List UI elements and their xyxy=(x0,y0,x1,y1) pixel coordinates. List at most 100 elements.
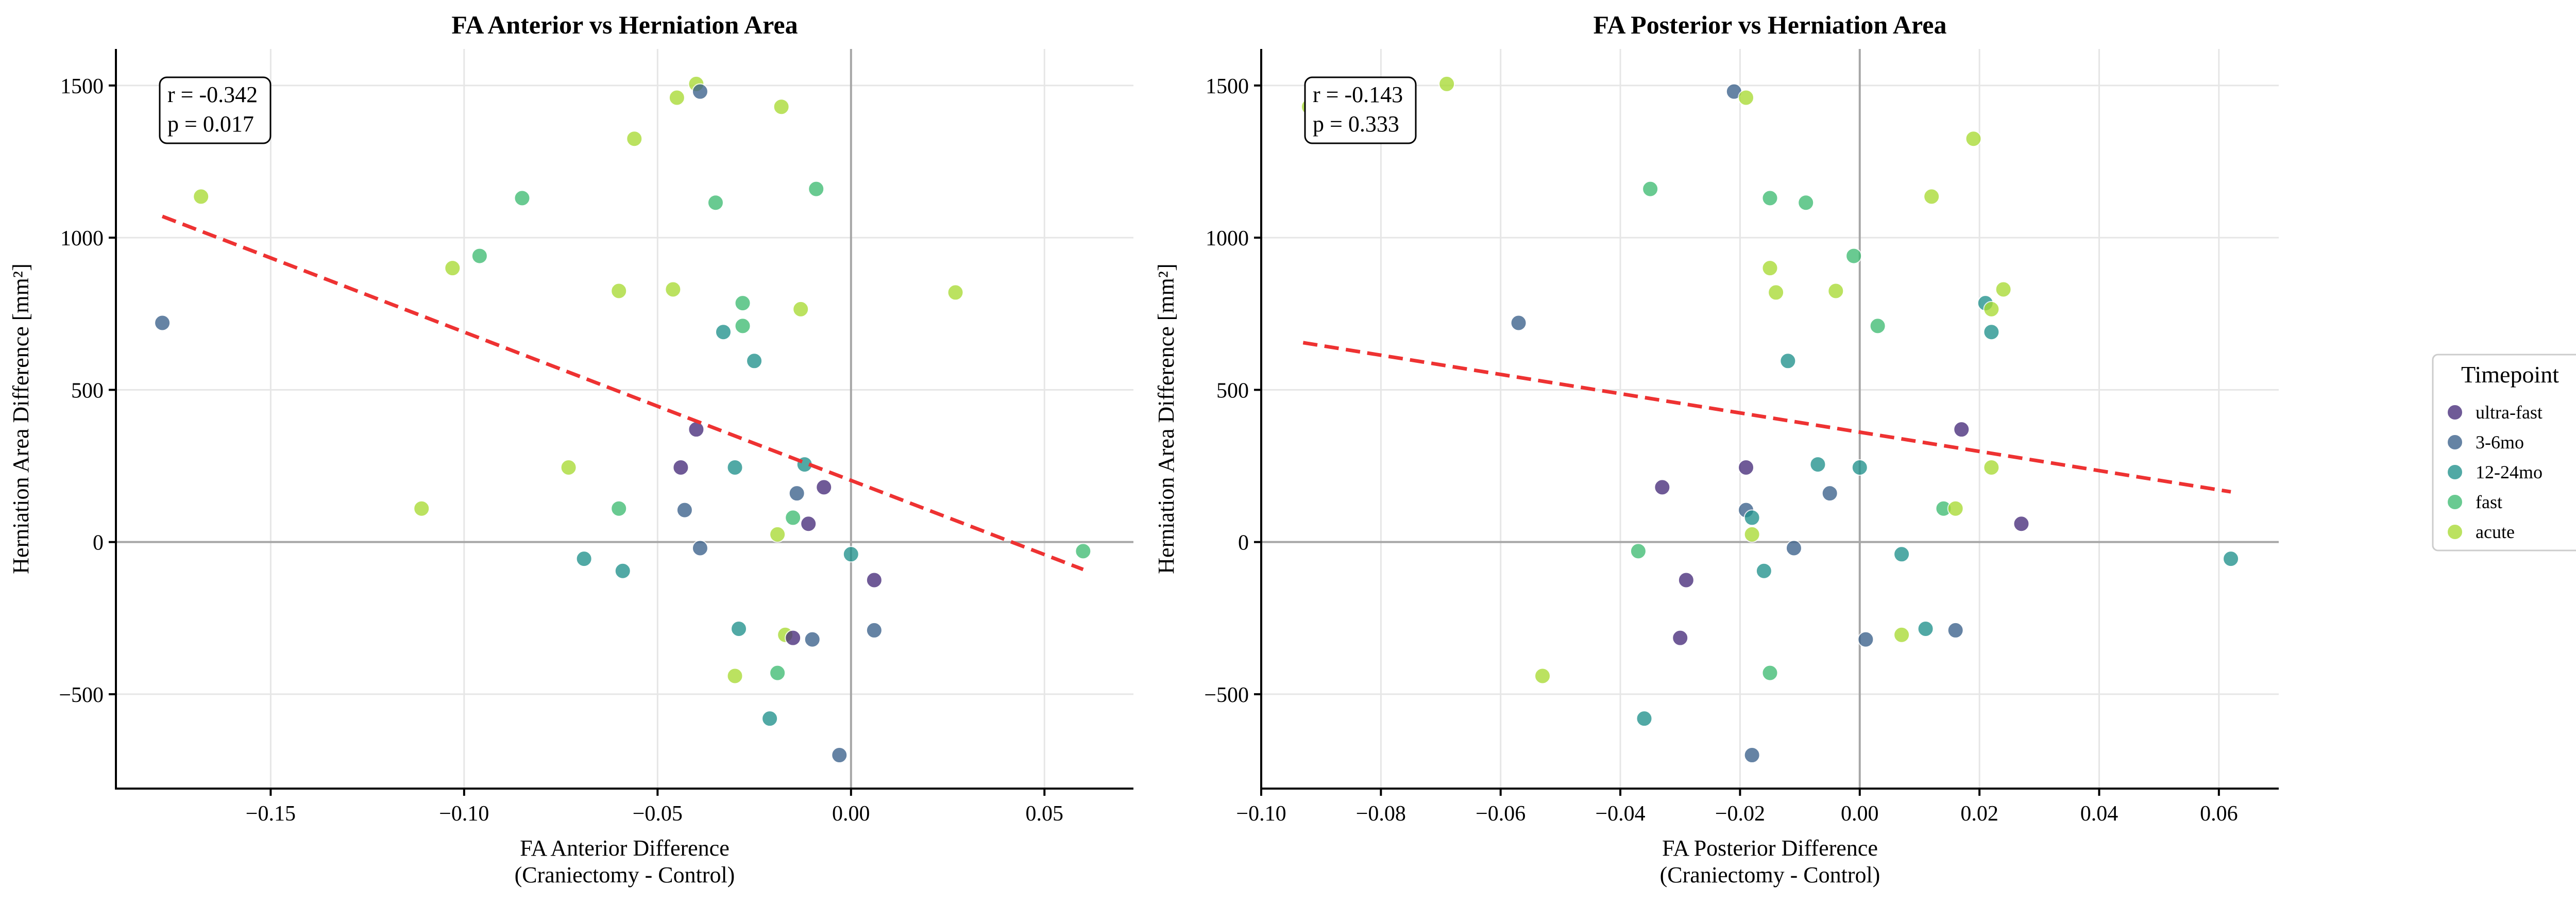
scatter-point-12-24mo xyxy=(1851,459,1868,476)
scatter-point-12-24mo xyxy=(575,550,592,567)
scatter-point-acute xyxy=(1438,75,1455,92)
scatter-point-ultra-fast xyxy=(1738,459,1755,476)
legend-frame xyxy=(2432,354,2576,551)
scatter-point-acute xyxy=(1947,500,1964,517)
x-tick-label: 0.04 xyxy=(2080,802,2119,826)
scatter-point-12-24mo xyxy=(731,620,748,637)
legend-marker-12-24mo xyxy=(2447,464,2463,480)
x-tick-label: −0.02 xyxy=(1715,802,1765,826)
scatter-point-ultra-fast xyxy=(1677,572,1694,589)
legend-marker-fast xyxy=(2447,494,2463,510)
scatter-point-fast xyxy=(1075,543,1092,560)
scatter-point-acute xyxy=(665,281,682,298)
scatter-point-3-6mo xyxy=(691,540,708,557)
x-axis-label-subtitle: (Craniectomy - Control) xyxy=(515,862,735,888)
x-axis-label: FA Anterior Difference xyxy=(520,835,729,861)
scatter-point-12-24mo xyxy=(1809,456,1826,473)
scatter-point-fast xyxy=(707,194,724,211)
scatter-point-ultra-fast xyxy=(1953,421,1970,438)
y-tick-label: 1500 xyxy=(1206,75,1249,98)
scatter-point-acute xyxy=(1761,260,1778,277)
x-tick-label: −0.05 xyxy=(633,802,683,826)
scatter-point-3-6mo xyxy=(1857,631,1874,648)
scatter-point-ultra-fast xyxy=(866,572,883,589)
scatter-point-fast xyxy=(734,295,751,312)
legend-label-3-6mo: 3-6mo xyxy=(2476,432,2524,453)
scatter-point-fast xyxy=(611,500,628,517)
trend-line xyxy=(161,214,1084,572)
y-tick-label: −500 xyxy=(1204,683,1249,707)
scatter-point-fast xyxy=(1630,543,1647,560)
scatter-point-fast xyxy=(808,180,825,197)
scatter-point-3-6mo xyxy=(1743,747,1760,764)
x-axis-label: FA Posterior Difference xyxy=(1662,835,1878,861)
scatter-point-acute xyxy=(1738,89,1755,106)
scatter-point-fast xyxy=(1869,317,1886,335)
stats-box: r = -0.143 p = 0.333 xyxy=(1304,76,1417,144)
legend-label-ultra-fast: ultra-fast xyxy=(2476,402,2543,423)
scatter-point-12-24mo xyxy=(2223,550,2240,567)
scatter-point-12-24mo xyxy=(842,546,859,563)
scatter-point-12-24mo xyxy=(746,353,763,370)
scatter-point-12-24mo xyxy=(1755,562,1772,579)
scatter-point-3-6mo xyxy=(1821,485,1838,502)
scatter-point-acute xyxy=(1768,284,1785,301)
scatter-point-ultra-fast xyxy=(2013,515,2030,532)
legend-label-fast: fast xyxy=(2476,492,2502,512)
trend-line xyxy=(1302,341,2231,494)
scatter-point-3-6mo xyxy=(676,501,693,519)
scatter-point-acute xyxy=(1923,188,1940,205)
scatter-point-fast xyxy=(1642,180,1659,197)
scatter-point-fast xyxy=(734,317,751,335)
x-axis-label-subtitle: (Craniectomy - Control) xyxy=(1660,862,1880,888)
scatter-point-acute xyxy=(560,459,577,476)
stats-p-value: p = 0.017 xyxy=(167,111,254,137)
scatter-point-3-6mo xyxy=(154,314,171,331)
scatter-points xyxy=(154,75,1092,764)
legend: Timepoint ultra-fast 3-6mo 12-24mo fast acut… xyxy=(2432,354,2576,551)
scatter-point-acute xyxy=(726,667,743,684)
zero-lines xyxy=(1261,49,2279,789)
x-tick-label: 0.02 xyxy=(1960,802,1998,826)
trend-line-group xyxy=(161,214,1084,572)
scatter-point-fast xyxy=(769,664,786,681)
scatter-point-12-24mo xyxy=(1636,710,1653,727)
trend-line-group xyxy=(1302,341,2231,494)
scatter-point-3-6mo xyxy=(804,631,821,648)
legend-marker-acute xyxy=(2447,524,2463,540)
scatter-point-acute xyxy=(193,188,210,205)
scatter-point-acute xyxy=(444,260,461,277)
panel-title: FA Posterior vs Herniation Area xyxy=(1593,10,1946,39)
legend-marker-ultra-fast xyxy=(2447,404,2463,421)
scatter-point-ultra-fast xyxy=(1654,479,1671,496)
scatter-point-12-24mo xyxy=(1917,620,1934,637)
x-tick-label: −0.10 xyxy=(1236,802,1286,826)
x-tick-label: 0.06 xyxy=(2200,802,2238,826)
y-tick-label: 0 xyxy=(93,531,104,555)
scatter-point-12-24mo xyxy=(715,324,732,341)
stats-box-frame xyxy=(159,76,272,144)
scatter-points xyxy=(1300,75,2240,764)
y-tick-label: 500 xyxy=(1216,379,1249,403)
scatter-point-fast xyxy=(785,509,802,526)
stats-box-frame xyxy=(1304,76,1417,144)
scatter-point-fast xyxy=(471,247,488,264)
x-tick-label: −0.06 xyxy=(1476,802,1526,826)
stats-box: r = -0.342 p = 0.017 xyxy=(159,76,272,144)
scatter-point-3-6mo xyxy=(788,485,805,502)
zero-lines xyxy=(116,49,1133,789)
scatter-point-acute xyxy=(413,500,430,517)
legend-label-acute: acute xyxy=(2476,522,2515,542)
axes-spines xyxy=(115,49,1133,790)
scatter-point-ultra-fast xyxy=(800,515,817,532)
x-tick-label: 0.00 xyxy=(1841,802,1879,826)
x-tick-label: −0.08 xyxy=(1356,802,1406,826)
scatter-point-ultra-fast xyxy=(816,479,833,496)
scatter-point-fast xyxy=(1761,190,1778,207)
scatter-point-acute xyxy=(626,130,643,147)
scatter-point-12-24mo xyxy=(726,459,743,476)
scatter-point-acute xyxy=(769,526,786,543)
scatter-point-12-24mo xyxy=(1743,509,1760,526)
scatter-point-3-6mo xyxy=(1947,622,1964,639)
